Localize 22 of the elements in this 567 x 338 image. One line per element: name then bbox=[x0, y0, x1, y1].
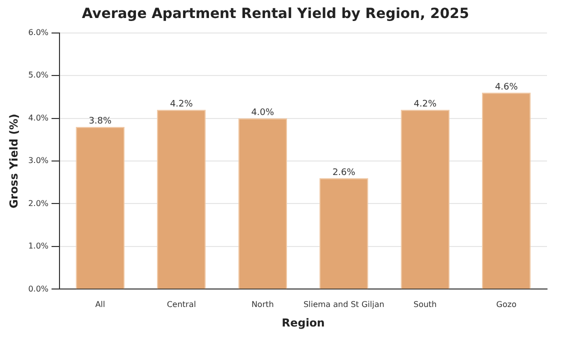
data-label: 2.6% bbox=[332, 168, 356, 178]
chart-title: Average Apartment Rental Yield by Region, 2025 bbox=[82, 6, 470, 22]
y-tick-label: 0.0% bbox=[28, 284, 49, 294]
y-tick-label: 3.0% bbox=[28, 156, 49, 166]
data-label: 4.2% bbox=[170, 100, 194, 110]
x-tick-label: North bbox=[251, 300, 274, 310]
x-tick-label: South bbox=[414, 300, 437, 310]
y-tick-label: 5.0% bbox=[28, 70, 49, 80]
data-label: 4.2% bbox=[414, 100, 438, 110]
data-label: 4.0% bbox=[251, 108, 275, 118]
x-tick-label: Sliema and St Giljan bbox=[303, 300, 384, 310]
x-tick-label: All bbox=[95, 300, 106, 310]
data-label: 4.6% bbox=[494, 82, 518, 92]
x-tick-label: Central bbox=[166, 300, 196, 310]
data-label: 3.8% bbox=[88, 116, 112, 127]
y-axis-title: Gross Yield (%) bbox=[7, 114, 20, 208]
y-tick-label: 1.0% bbox=[28, 242, 49, 251]
x-tick-label: Gozo bbox=[496, 300, 517, 310]
y-tick-label: 4.0% bbox=[28, 113, 49, 122]
y-tick-label: 6.0% bbox=[28, 28, 49, 37]
y-tick-label: 2.0% bbox=[28, 198, 49, 208]
x-axis-title: Region bbox=[282, 316, 325, 330]
